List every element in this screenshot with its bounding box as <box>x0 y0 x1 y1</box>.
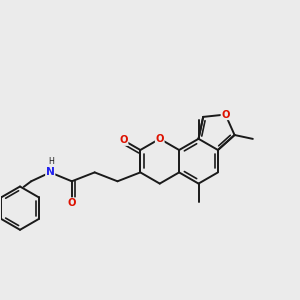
Text: O: O <box>119 135 128 145</box>
Text: O: O <box>155 134 164 144</box>
Text: N: N <box>46 167 55 177</box>
Text: H: H <box>48 158 54 166</box>
Text: O: O <box>68 198 76 208</box>
Text: O: O <box>221 110 230 120</box>
